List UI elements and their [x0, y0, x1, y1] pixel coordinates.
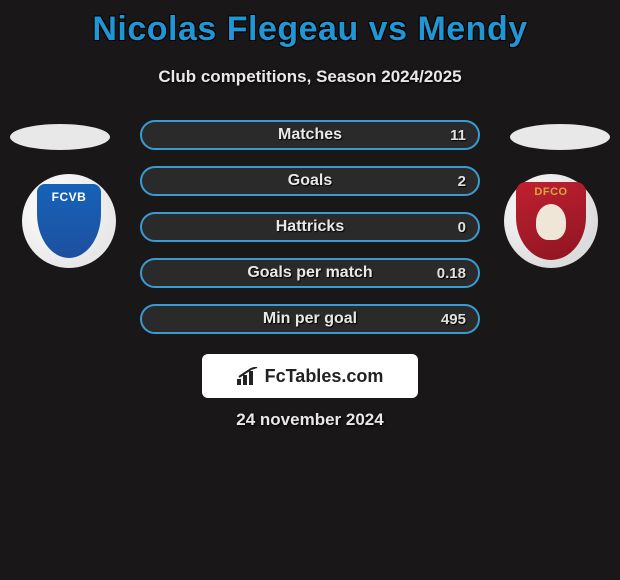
- stat-right-value: 2: [458, 173, 466, 190]
- crest-left-text: FCVB: [52, 190, 87, 204]
- date-line: 24 november 2024: [0, 410, 620, 430]
- crest-right-text: DFCO: [534, 186, 567, 198]
- stat-right-value: 11: [450, 127, 466, 144]
- stat-right-value: 0.18: [437, 265, 466, 282]
- owl-icon: [536, 204, 566, 240]
- crest-left: FCVB: [37, 184, 101, 258]
- stat-label: Matches: [278, 126, 342, 144]
- stat-right-value: 0: [458, 219, 466, 236]
- stat-label: Min per goal: [263, 310, 357, 328]
- stat-row-gpm: Goals per match 0.18: [140, 258, 480, 288]
- player-oval-right: [510, 124, 610, 150]
- stat-label: Hattricks: [276, 218, 344, 236]
- stat-right-value: 495: [441, 311, 466, 328]
- stat-row-matches: Matches 11: [140, 120, 480, 150]
- stat-label: Goals: [288, 172, 332, 190]
- stat-row-mpg: Min per goal 495: [140, 304, 480, 334]
- crest-right: DFCO: [516, 182, 586, 260]
- stat-row-hattricks: Hattricks 0: [140, 212, 480, 242]
- subtitle: Club competitions, Season 2024/2025: [0, 67, 620, 87]
- club-badge-left: FCVB: [22, 174, 116, 268]
- page-title: Nicolas Flegeau vs Mendy: [0, 0, 620, 49]
- logo-text: FcTables.com: [265, 366, 384, 387]
- stat-row-goals: Goals 2: [140, 166, 480, 196]
- stats-container: Matches 11 Goals 2 Hattricks 0 Goals per…: [140, 120, 480, 350]
- stat-label: Goals per match: [247, 264, 372, 282]
- fctables-logo-box: FcTables.com: [202, 354, 418, 398]
- club-badge-right: DFCO: [504, 174, 598, 268]
- player-oval-left: [10, 124, 110, 150]
- chart-icon: [237, 367, 259, 385]
